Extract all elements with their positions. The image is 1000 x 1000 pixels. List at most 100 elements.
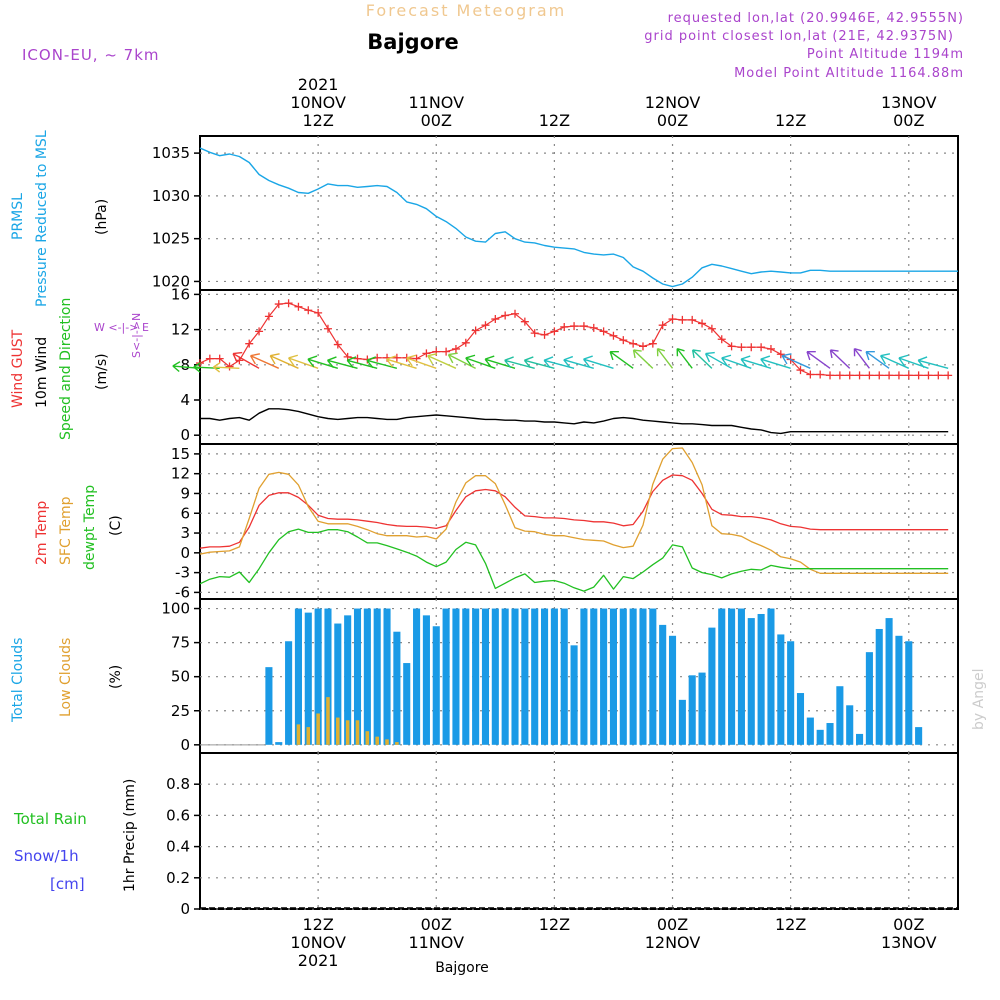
gust-marker [333,340,342,349]
total-cloud-bar [344,615,352,745]
total-cloud-bar [885,618,893,745]
gust-marker [678,315,687,324]
total-cloud-bar [639,608,647,745]
total-cloud-bar [265,667,273,745]
sfc-temp-label: SFC Temp [58,496,74,565]
bottom-time-label: 10NOV [290,933,346,952]
total-cloud-bar [826,723,834,745]
low-cloud-bar [345,720,350,745]
wind-speed-line [200,408,949,435]
wind-direction-arrow [879,353,910,369]
gust-marker [442,347,451,356]
gust-marker [688,315,697,324]
total-cloud-bar [915,727,923,745]
total-cloud-bar [491,608,499,745]
temp-2m-line [199,474,949,549]
y-tick-label: 8 [180,356,190,374]
wind-direction-arrow [781,353,811,369]
total-cloud-bar [531,608,539,745]
gust-marker [314,308,323,317]
gust-marker [255,327,264,336]
total-cloud-bar [747,618,755,745]
compass-we: W <-|-> E [94,321,149,334]
y-tick-label: 0 [180,426,190,444]
total-cloud-bar [442,608,450,745]
total-cloud-bar [413,608,421,745]
total-cloud-bar [649,608,657,745]
total-cloud-bar [678,699,686,745]
snow-label: Snow/1h [14,847,79,865]
total-cloud-bar [353,608,362,745]
gust-marker [491,315,500,324]
wind-direction-arrow [632,349,654,369]
y-tick-label: 6 [180,504,190,522]
gust-marker [353,354,362,363]
grid-lines [194,136,958,910]
precip-unit: 1hr Precip (mm) [122,779,138,892]
total-cloud-bar [314,608,322,745]
gust-marker [274,300,283,309]
total-rain-label: Total Rain [13,810,87,828]
wind-labels: Wind GUST 10m Wind Speed and Direction (… [10,298,149,440]
total-cloud-bar [718,608,726,745]
low-cloud-bar [316,713,320,745]
gust-marker [215,354,224,363]
wind-direction-arrow [427,353,457,369]
total-cloud-bar [393,631,401,745]
total-cloud-bar [580,608,588,745]
y-tick-label: -3 [175,564,190,582]
temp-unit: (C) [108,515,124,536]
y-tick-label: -6 [175,583,190,601]
model-altitude: Model Point Altitude 1164.88m [734,66,964,81]
y-tick-label: 25 [171,702,190,720]
wind-direction-arrow [212,362,240,373]
wind-direction-arrow [829,349,851,369]
wind-speed-dir-label: Speed and Direction [58,298,74,440]
gust-marker [658,321,667,330]
gust-marker [245,339,254,348]
bottom-time-label: 13NOV [881,933,937,952]
wind-direction-arrow [656,347,674,369]
wind-direction-arrow [806,350,831,369]
total-cloud-bar [373,608,381,745]
gust-marker [944,371,953,380]
sfc-temp-line [199,447,949,574]
y-tick-label: 1030 [152,187,190,205]
total-clouds-label: Total Clouds [10,638,26,723]
top-time-label: 2021 [298,75,339,94]
gust-marker [471,326,480,335]
wind-direction-arrow [760,355,791,369]
top-time-label: 12Z [775,111,806,130]
total-cloud-bar [895,635,903,745]
gust-marker [894,371,903,380]
gust-marker [619,336,628,345]
low-cloud-bar [326,697,330,745]
total-cloud-bar [796,693,805,745]
gust-marker [648,339,657,348]
y-tick-label: 4 [180,391,190,409]
low-cloud-bar [395,742,399,745]
total-cloud-bar [629,608,637,745]
total-cloud-bar [294,608,302,745]
total-cloud-bar [777,634,785,745]
low-cloud-bar [385,739,389,745]
bottom-time-label: 00Z [657,915,688,934]
top-time-label: 12NOV [645,93,701,112]
total-cloud-bar [688,675,696,745]
y-tick-label: 1020 [152,272,190,290]
requested-coords: requested lon,lat (20.9946E, 42.9555N) [668,11,964,26]
gust-marker [461,338,470,347]
precip-labels: Total Rain Snow/1h [cm] 1hr Precip (mm) [13,779,138,893]
total-cloud-bar [511,608,519,745]
bottom-time-label: 12Z [539,915,570,934]
gust-marker [835,371,844,380]
bottom-time-label: 12Z [302,915,333,934]
low-clouds-label: Low Clouds [58,638,74,717]
low-cloud-bar [365,731,370,745]
total-cloud-bar [856,733,864,745]
gust-marker [284,299,293,308]
wind-direction-arrow [406,354,437,369]
low-cloud-bar [306,727,311,745]
gust-marker [550,327,559,336]
